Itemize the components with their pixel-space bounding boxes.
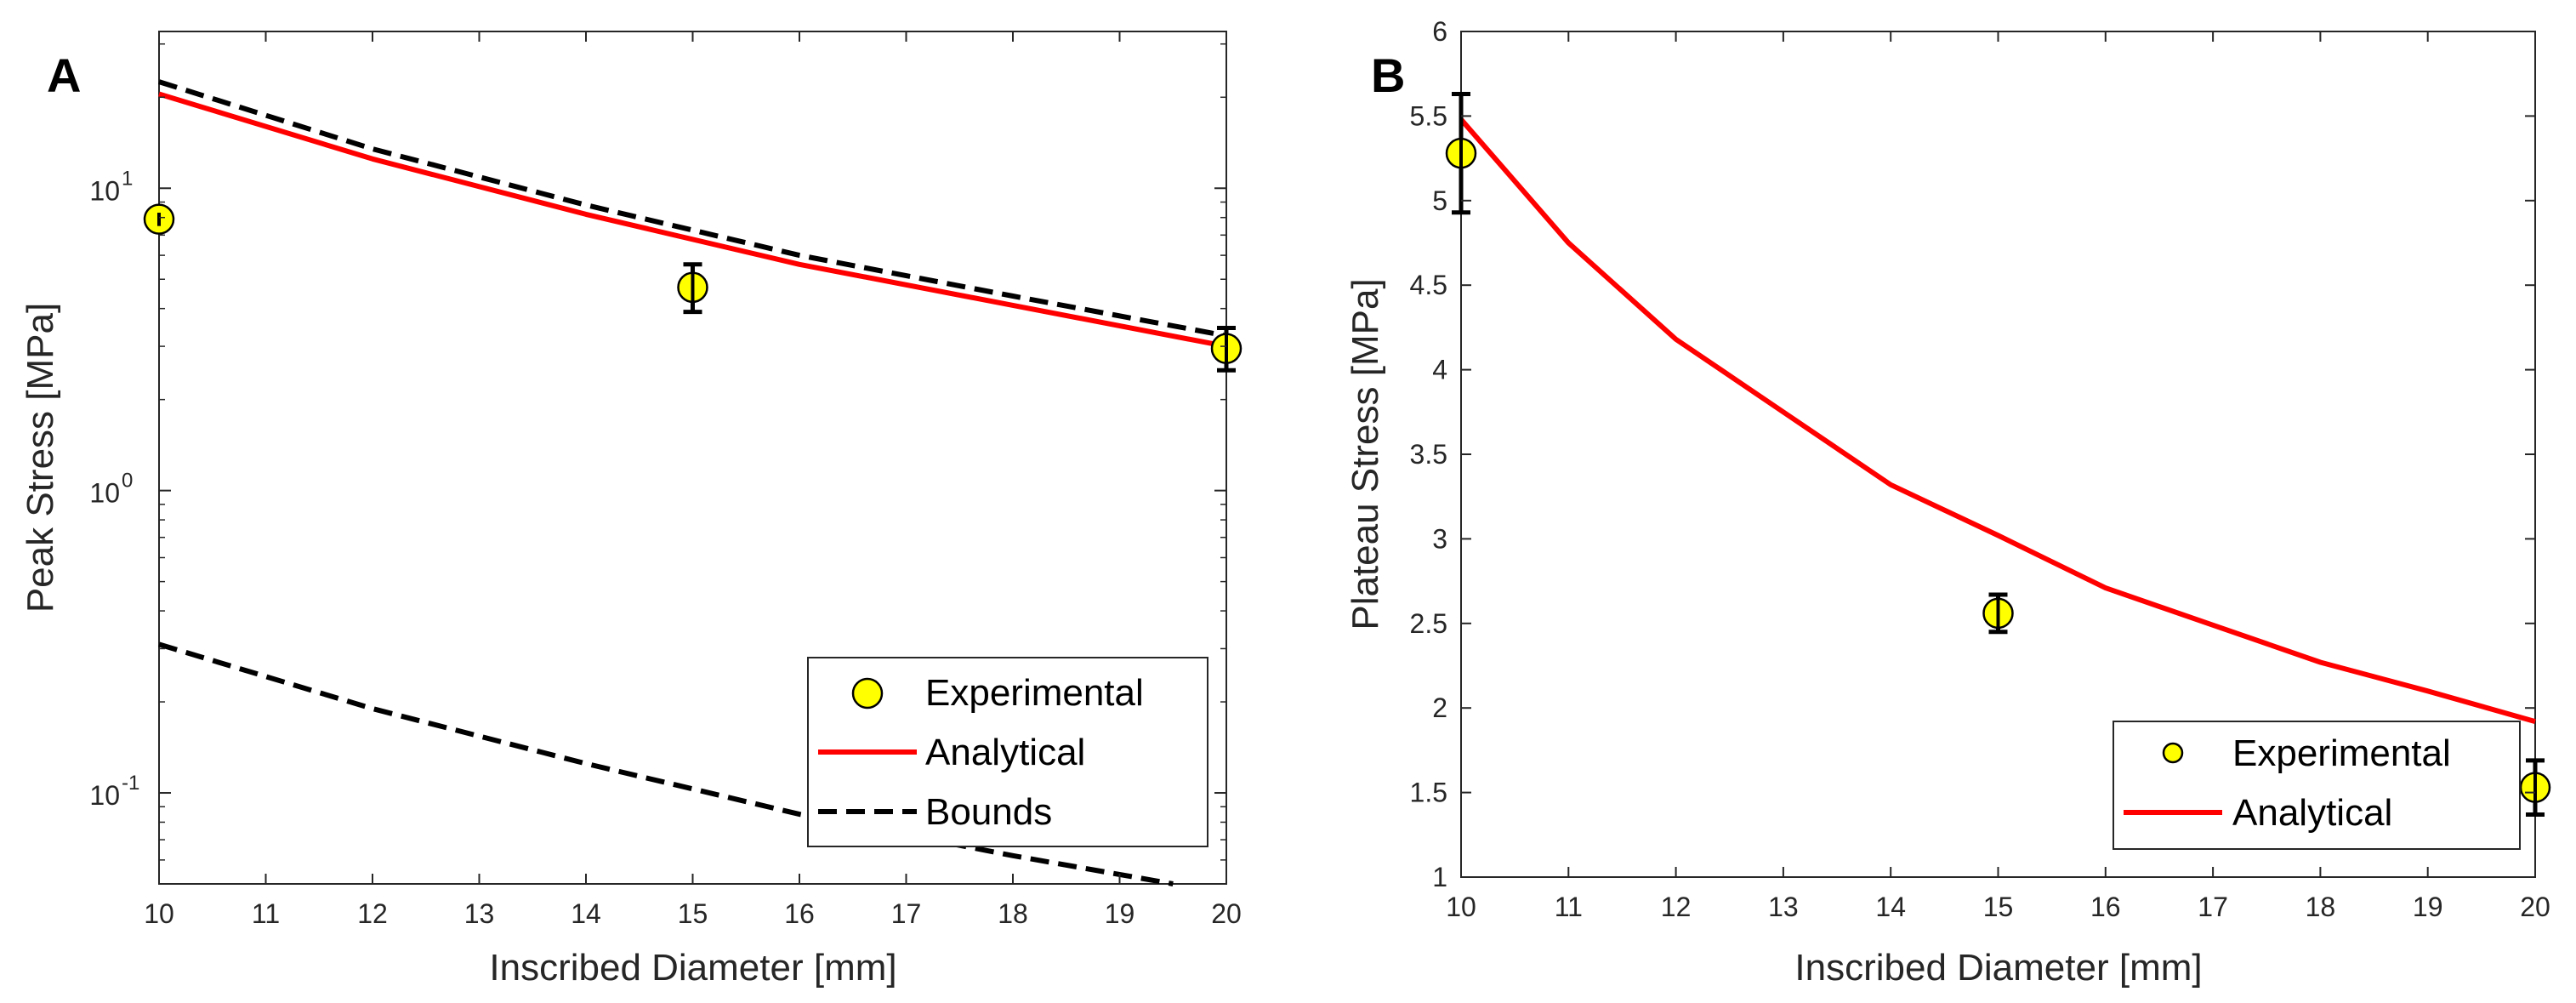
- panel-a-x-tick-label: 15: [678, 898, 708, 929]
- legend-experimental-marker: [851, 677, 884, 710]
- panel-b-x-tick-label: 13: [1768, 892, 1799, 922]
- panel-b-y-tick-label: 5: [1432, 185, 1447, 216]
- panel-b-y-tick-label: 4.5: [1410, 270, 1447, 300]
- legend-bounds-label: Bounds: [925, 791, 1052, 833]
- panel-a-x-tick-label: 10: [144, 898, 174, 929]
- panel-b-x-tick-label: 20: [2520, 892, 2550, 922]
- panel-b-ticks: 10 11 12 13 14 15 16 17 18 19 20 1 1.5 2 2.5 3 3.5 4 4.5 5 5…: [1410, 16, 2550, 922]
- panel-a-bounds-line: [158, 641, 1174, 886]
- panel-b-y-tick-label: 2: [1432, 692, 1447, 723]
- panel-a-label: A: [47, 48, 81, 102]
- panel-b-x-axis-label: Inscribed Diameter [mm]: [1794, 947, 2202, 989]
- panel-a-plot-content: [143, 79, 1243, 886]
- panel-a-bounds-line: [158, 79, 1227, 339]
- panel-a-analytical-line: [158, 91, 1227, 350]
- panel-b-analytical-line: [1459, 117, 2536, 724]
- panel-a-y-tick-label: 10: [89, 780, 120, 811]
- panel-b-y-tick-label: 3.5: [1410, 439, 1447, 470]
- panel-a-x-axis-label: Inscribed Diameter [mm]: [489, 947, 896, 989]
- panel-b-x-tick-label: 16: [2090, 892, 2121, 922]
- panel-a-x-tick-label: 18: [998, 898, 1028, 929]
- panel-b-legend: Experimental Analytical: [2113, 721, 2521, 850]
- panel-a-x-tick-label: 13: [464, 898, 495, 929]
- panel-a-legend: Experimental Analytical Bounds: [807, 657, 1208, 847]
- legend-experimental-marker: [2162, 742, 2184, 764]
- panel-a-x-tick-label: 12: [357, 898, 388, 929]
- panel-b-chart: B 10 11 12 13 14 15 16 17 18 19 20 1 1.5 2 2.5 3 3.5 4 4.5…: [1345, 16, 2551, 989]
- panel-a-x-tick-label: 14: [571, 898, 601, 929]
- panel-b-y-tick-label: 1.5: [1410, 778, 1447, 808]
- panel-b-y-tick-label: 1: [1432, 862, 1447, 892]
- panel-b-plot-content: [1445, 92, 2551, 817]
- panel-a-y-tick-exponent: -1: [122, 772, 139, 795]
- panel-a-x-tick-label: 11: [252, 898, 280, 929]
- legend-analytical-label: Analytical: [925, 732, 1085, 773]
- panel-b-x-tick-label: 10: [1446, 892, 1476, 922]
- panel-b-y-tick-label: 3: [1432, 523, 1447, 554]
- panel-b-y-axis-label: Plateau Stress [MPa]: [1345, 278, 1386, 630]
- legend-experimental-label: Experimental: [2232, 732, 2451, 774]
- panel-b-y-tick-label: 5.5: [1410, 100, 1447, 131]
- panel-b-x-tick-label: 18: [2306, 892, 2336, 922]
- panel-b-x-tick-label: 12: [1661, 892, 1692, 922]
- panel-b-y-tick-label: 2.5: [1410, 608, 1447, 639]
- panel-b-x-tick-label: 14: [1875, 892, 1906, 922]
- panel-b-label: B: [1371, 48, 1405, 102]
- panel-b-x-tick-label: 15: [1983, 892, 2014, 922]
- panel-b-y-tick-label: 6: [1432, 16, 1447, 47]
- panel-a-x-tick-label: 19: [1105, 898, 1135, 929]
- panel-a-y-tick-exponent: 1: [122, 167, 133, 190]
- panel-a-y-tick-label: 10: [89, 175, 120, 206]
- panel-b-legend-box: [2113, 721, 2521, 850]
- panel-b-y-tick-label: 4: [1432, 355, 1447, 385]
- panel-a-x-tick-label: 16: [784, 898, 815, 929]
- panel-a-y-tick-exponent: 0: [122, 470, 133, 493]
- legend-experimental-label: Experimental: [925, 672, 1144, 714]
- panel-b-x-tick-label: 11: [1555, 892, 1583, 922]
- panel-a-y-tick-label: 10: [89, 478, 120, 509]
- panel-a-y-axis-label: Peak Stress [MPa]: [20, 303, 61, 613]
- legend-analytical-label: Analytical: [2232, 792, 2392, 834]
- panel-a-x-tick-label: 20: [1211, 898, 1242, 929]
- panel-b-x-tick-label: 19: [2413, 892, 2443, 922]
- panel-a-x-tick-label: 17: [891, 898, 922, 929]
- panel-b-x-tick-label: 17: [2198, 892, 2228, 922]
